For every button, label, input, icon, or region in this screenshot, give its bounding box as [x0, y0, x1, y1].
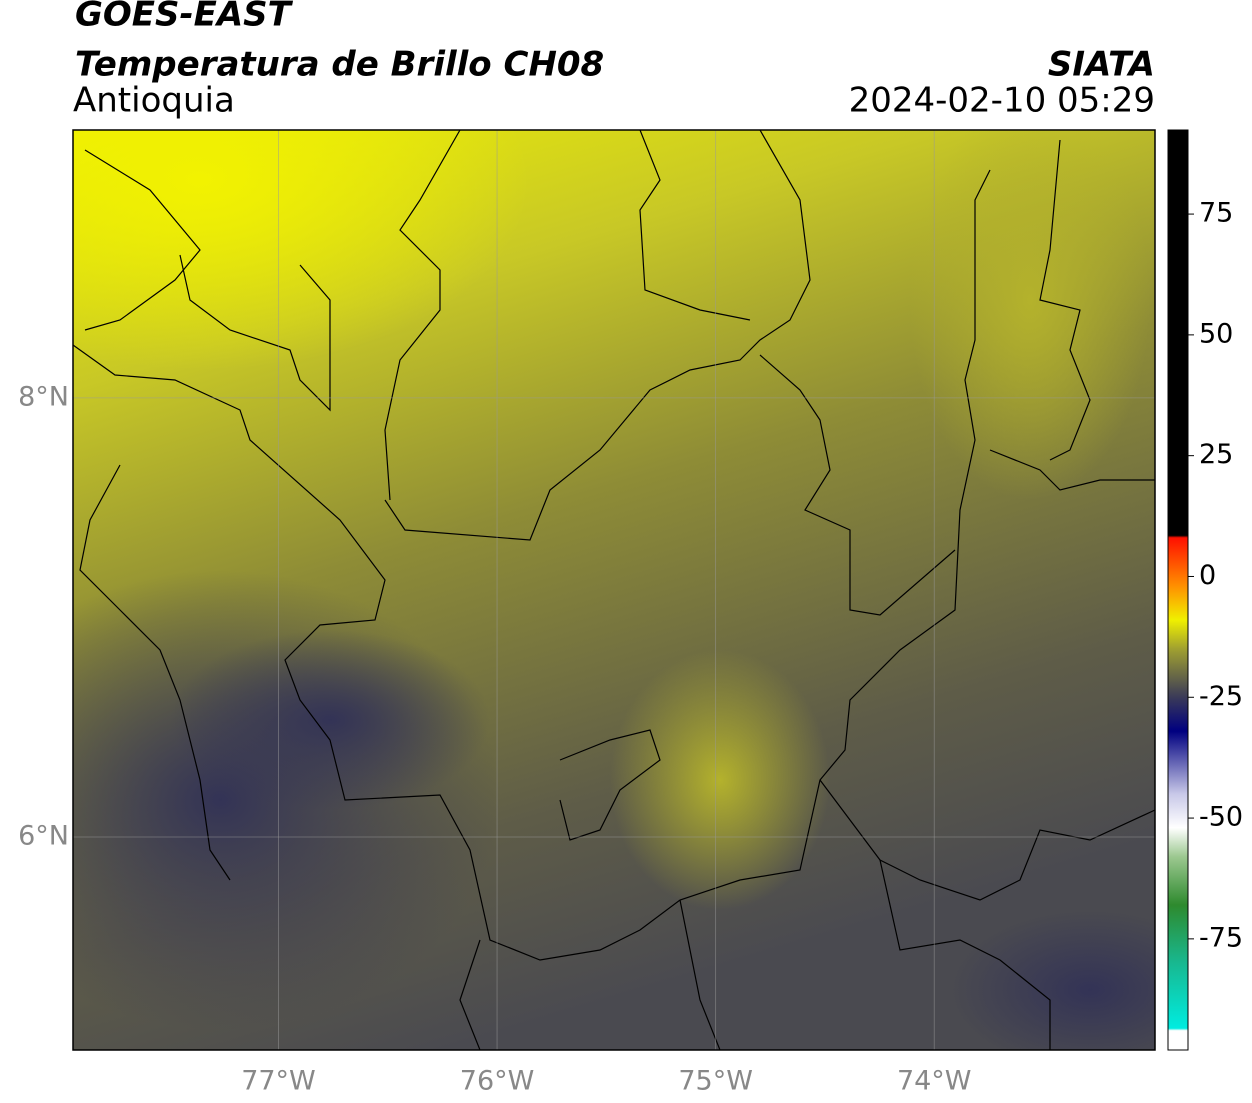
- x-tick-label: 77°W: [241, 1066, 316, 1097]
- region: Antioquia: [73, 81, 235, 121]
- x-tick-label: 74°W: [897, 1066, 972, 1097]
- colorbar-tick-label: 0: [1199, 560, 1216, 591]
- colorbar-tick-label: 50: [1199, 318, 1233, 349]
- datetime: 2024-02-10 05:29: [849, 81, 1155, 121]
- borders: [73, 130, 1155, 1050]
- x-tick-label: 76°W: [460, 1066, 535, 1097]
- colorbar-tick-label: 25: [1199, 439, 1233, 470]
- y-tick-label: 8°N: [18, 381, 69, 412]
- title: GOES-EAST: [75, 0, 294, 35]
- x-tick-label: 75°W: [678, 1066, 753, 1097]
- source: SIATA: [1048, 45, 1155, 85]
- field: [950, 910, 1155, 1050]
- field: [610, 650, 830, 910]
- subtitle: Temperatura de Brillo CH08: [75, 45, 604, 85]
- field: [910, 130, 1150, 500]
- y-tick-label: 6°N: [18, 821, 69, 852]
- field: [73, 130, 530, 370]
- colorbar-tick-label: -75: [1199, 922, 1243, 953]
- colorbar-tick-label: -25: [1199, 681, 1243, 712]
- graticule: [73, 130, 1155, 1050]
- colorbar-tick-label: -50: [1199, 802, 1243, 833]
- map-frame: [72, 129, 1156, 1051]
- map-field: [73, 130, 1155, 1050]
- colorbar: [1167, 129, 1189, 1051]
- field: [170, 630, 490, 810]
- colorbar-tick-label: 75: [1199, 198, 1233, 229]
